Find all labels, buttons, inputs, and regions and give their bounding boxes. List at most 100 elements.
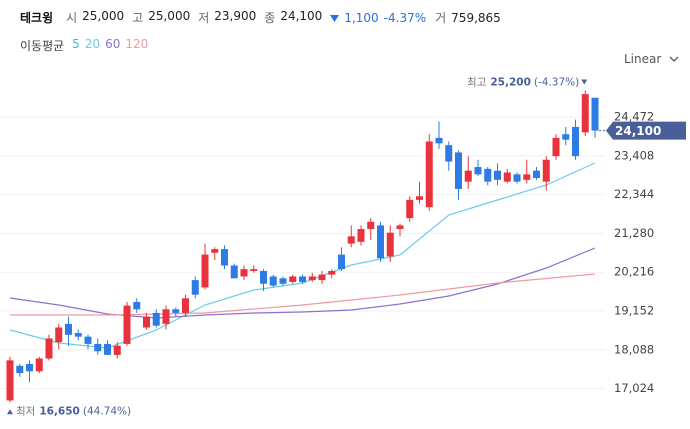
last-price-tag <box>606 121 686 140</box>
ma-line <box>9 247 596 319</box>
scale-label: Linear <box>624 52 662 66</box>
candle-body <box>386 232 394 257</box>
candle-body <box>104 343 111 355</box>
candle-body <box>113 345 121 355</box>
y-tick-label: 23,408 <box>614 148 654 162</box>
volume: 759,865 <box>451 10 501 25</box>
volume-label: 거 <box>435 11 447 25</box>
candle-body <box>552 137 560 157</box>
item-value: 25,000 <box>148 9 191 23</box>
low-text: 최저 <box>16 405 35 417</box>
candle-body <box>494 170 501 180</box>
ma-period: 120 <box>125 37 149 51</box>
ma-period: 60 <box>105 37 121 51</box>
item-label: 종 <box>264 11 276 25</box>
candle-body <box>152 312 160 326</box>
candle-body <box>299 276 306 282</box>
candle-body <box>328 270 336 275</box>
candle-body <box>74 332 82 337</box>
candle-body <box>45 338 53 359</box>
candle-body <box>425 141 433 208</box>
candle-body <box>367 221 375 230</box>
y-tick-label: 17,024 <box>614 381 654 395</box>
item-value: 24,100 <box>280 9 323 23</box>
candle-body <box>240 269 248 277</box>
change-pct: -4.37% <box>383 10 427 25</box>
candle-body <box>445 145 453 162</box>
candle-body <box>357 229 365 242</box>
candle-body <box>65 323 72 335</box>
low-change: (44.74%) <box>83 405 131 417</box>
high-value: 25,200 <box>490 76 531 88</box>
candle-body <box>513 174 521 182</box>
candle-body <box>591 97 599 131</box>
candle-body <box>289 276 297 282</box>
candle-body <box>211 249 219 253</box>
candle-body <box>94 343 102 352</box>
high-change: (-4.37%) <box>534 76 579 88</box>
candle-body <box>455 152 462 189</box>
candle-body <box>347 236 355 244</box>
ma-period: 5 <box>72 37 80 51</box>
y-tick-label: 24,472 <box>614 110 654 124</box>
candle-body <box>221 249 228 266</box>
candle-body <box>406 199 414 219</box>
high-annotation: 최고 25,200 (-4.37%) <box>467 76 579 88</box>
candle-body <box>123 305 131 344</box>
y-tick-label: 20,216 <box>614 265 654 279</box>
y-tick-label: 18,088 <box>614 342 654 356</box>
low-arrow <box>7 409 13 415</box>
down-arrow <box>330 14 340 22</box>
candle-body <box>533 170 540 178</box>
candle-body <box>84 336 92 344</box>
item-label: 저 <box>198 11 210 25</box>
candle-body <box>191 280 199 295</box>
candle-body <box>162 309 170 324</box>
candle-body <box>143 316 150 328</box>
candle-body <box>523 174 531 180</box>
candle-body <box>6 360 14 401</box>
change: 1,100 <box>344 10 379 25</box>
candle-body <box>133 301 141 310</box>
candle-body <box>308 276 316 281</box>
scale-dropdown[interactable]: Linear <box>624 52 679 66</box>
header: 테크윙 시 25,000 고 25,000 저 23,900 종 24,100 1,100 -… <box>20 9 504 26</box>
y-tick-label: 21,280 <box>614 226 654 240</box>
candle-body <box>250 269 258 271</box>
candle-body <box>581 94 589 133</box>
high-text: 최고 <box>467 76 487 88</box>
candle-body <box>201 254 209 288</box>
item-value: 23,900 <box>214 9 257 23</box>
candle-body <box>396 225 404 230</box>
candle-body <box>260 270 267 284</box>
candle-body <box>338 254 345 270</box>
ma-title: 이동평균 <box>20 39 65 53</box>
ma-period: 20 <box>84 37 101 51</box>
low-annotation: 최저 16,650 (44.74%) <box>16 405 131 417</box>
candle-body <box>435 137 443 144</box>
item-label: 시 <box>66 11 78 25</box>
y-tick-label: 19,152 <box>614 304 654 318</box>
item-label: 고 <box>132 11 144 25</box>
candle-body <box>484 168 492 182</box>
high-arrow <box>581 79 588 85</box>
candle-body <box>182 298 189 313</box>
candle-body <box>503 172 511 182</box>
candle-body <box>172 309 180 313</box>
stock-name: 테크윙 <box>20 11 54 25</box>
ma-line <box>10 273 596 316</box>
candle-body <box>377 225 384 259</box>
candle-body <box>562 134 570 140</box>
price-items: 시 25,000 고 25,000 저 23,900 종 24,100 <box>66 9 325 26</box>
candle-body <box>474 167 482 175</box>
candle-body <box>416 196 423 200</box>
candle-body <box>55 327 63 343</box>
y-tick-label: 22,344 <box>614 187 654 201</box>
candle-body <box>16 365 24 374</box>
candle-body <box>542 159 550 182</box>
ma-line <box>9 162 596 349</box>
candle-body <box>269 276 277 286</box>
chevron <box>669 56 679 62</box>
candle-body <box>572 126 579 157</box>
